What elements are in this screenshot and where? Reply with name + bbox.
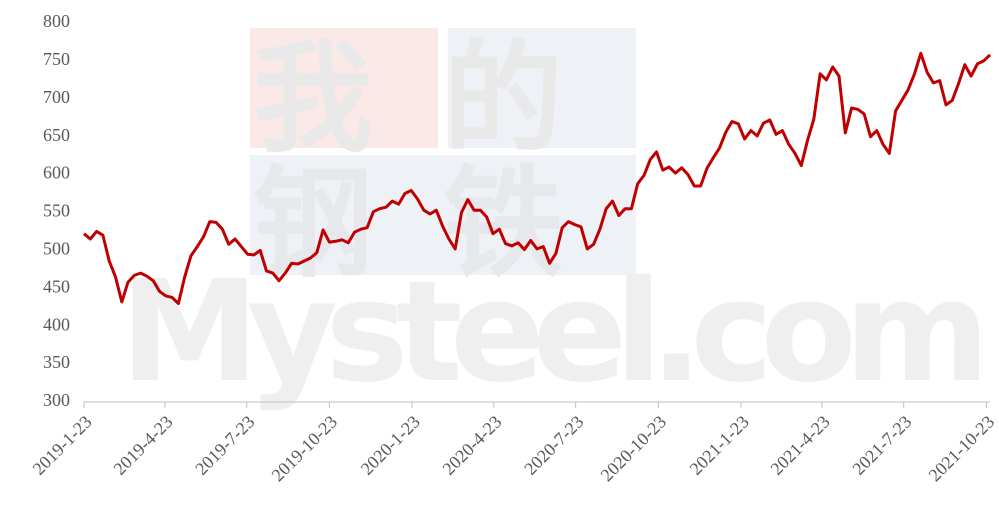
y-tick-label: 800 xyxy=(43,11,70,31)
line-series xyxy=(83,51,992,305)
y-tick-label: 750 xyxy=(43,49,70,69)
y-tick-label: 300 xyxy=(43,390,70,410)
x-tick-label: 2021-7-23 xyxy=(848,412,915,479)
x-tick-label: 2019-1-23 xyxy=(29,412,96,479)
watermark: 钢铁 xyxy=(253,155,633,294)
x-tick-label: 2021-1-23 xyxy=(686,412,753,479)
y-tick-label: 400 xyxy=(43,314,70,334)
x-tick-label: 2021-10-23 xyxy=(925,412,999,486)
x-tick-label: 2020-1-23 xyxy=(357,412,424,479)
x-tick-label: 2020-10-23 xyxy=(597,412,671,486)
watermark: Mysteel.com xyxy=(120,251,990,414)
x-tick-label: 2021-4-23 xyxy=(766,412,833,479)
y-tick-label: 350 xyxy=(43,352,70,372)
y-tick-label: 700 xyxy=(43,87,70,107)
watermark: 我的 xyxy=(253,30,633,169)
y-tick-label: 600 xyxy=(43,163,70,183)
watermark-box xyxy=(250,28,438,148)
x-tick-label: 2020-4-23 xyxy=(438,412,505,479)
y-tick-label: 550 xyxy=(43,201,70,221)
y-tick-label: 500 xyxy=(43,239,70,259)
x-tick-label: 2019-4-23 xyxy=(109,412,176,479)
watermark-box xyxy=(448,28,636,148)
y-tick-label: 650 xyxy=(43,125,70,145)
y-tick-label: 450 xyxy=(43,276,70,296)
x-tick-label: 2019-7-23 xyxy=(191,412,258,479)
x-tick-label: 2019-10-23 xyxy=(268,412,342,486)
x-tick-label: 2020-7-23 xyxy=(520,412,587,479)
